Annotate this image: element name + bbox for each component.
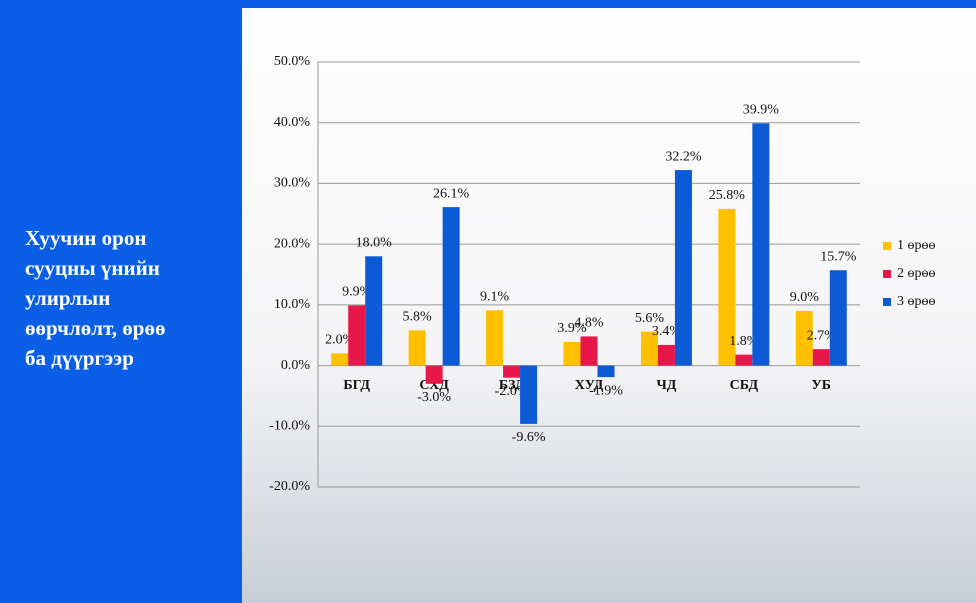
value-label: -3.0% [417, 390, 451, 405]
bar [657, 344, 675, 366]
value-label: 1.8% [729, 334, 759, 349]
y-tick-label: 50.0% [274, 54, 311, 69]
x-tick-label: БГД [343, 378, 370, 393]
value-label: 2.7% [807, 328, 837, 343]
bar [597, 365, 615, 378]
bar [503, 365, 521, 378]
bar [795, 310, 813, 366]
value-label: 5.8% [403, 310, 433, 325]
bar [520, 365, 538, 424]
chart-title: Хуучин орон [25, 226, 146, 250]
value-label: 32.2% [665, 149, 702, 164]
bar [674, 170, 692, 366]
chart-title: ба дүүргээр [25, 346, 134, 370]
value-label: 15.7% [820, 249, 857, 264]
x-tick-label: СБД [730, 378, 759, 393]
y-tick-label: 40.0% [274, 115, 311, 130]
y-tick-label: 20.0% [274, 236, 311, 251]
legend-label: 2 өрөө [897, 266, 936, 281]
bar [442, 207, 460, 366]
bar [331, 353, 349, 366]
bar [829, 270, 847, 366]
bar [425, 365, 443, 384]
x-tick-label: БЗД [499, 378, 525, 393]
y-tick-label: 10.0% [274, 297, 311, 312]
y-tick-label: 0.0% [281, 358, 311, 373]
value-label: 4.8% [574, 316, 604, 331]
bar [563, 341, 581, 366]
x-tick-label: УБ [812, 378, 832, 393]
value-label: 3.9% [557, 321, 587, 336]
y-tick-label: 30.0% [274, 176, 311, 191]
value-label: 5.6% [635, 311, 665, 326]
bar [812, 349, 830, 366]
bar [752, 123, 770, 366]
chart-title: сууцны үнийн [25, 256, 160, 280]
bar [486, 310, 504, 366]
legend-label: 1 өрөө [897, 238, 936, 253]
y-tick-label: -10.0% [269, 419, 310, 434]
background [242, 0, 976, 603]
bar [640, 331, 658, 366]
legend-swatch [883, 270, 891, 278]
chart-title: улирлын [25, 286, 110, 310]
bar [365, 256, 383, 366]
x-tick-label: ХУД [575, 378, 604, 393]
value-label: 25.8% [709, 188, 746, 203]
value-label: 2.0% [325, 333, 355, 348]
value-label: -9.6% [512, 430, 546, 445]
value-label: -1.9% [589, 383, 623, 398]
value-label: 9.9% [342, 285, 372, 300]
value-label: 39.9% [743, 103, 780, 118]
legend-swatch [883, 242, 891, 250]
legend-label: 3 өрөө [897, 294, 936, 309]
bar [408, 330, 426, 366]
y-tick-label: -20.0% [269, 479, 310, 494]
bar [718, 208, 736, 366]
value-label: 9.1% [480, 290, 510, 305]
legend-swatch [883, 298, 891, 306]
bar [735, 354, 753, 366]
value-label: 9.0% [790, 290, 820, 305]
x-tick-label: ЧД [656, 378, 676, 393]
bar [580, 336, 598, 366]
chart-title: өөрчлөлт, өрөө [25, 316, 165, 340]
value-label: 3.4% [652, 324, 682, 339]
top-stripe [0, 0, 976, 8]
value-label: 26.1% [433, 186, 470, 201]
value-label: 18.0% [356, 236, 393, 251]
side-panel [0, 0, 242, 603]
bar [348, 305, 366, 366]
